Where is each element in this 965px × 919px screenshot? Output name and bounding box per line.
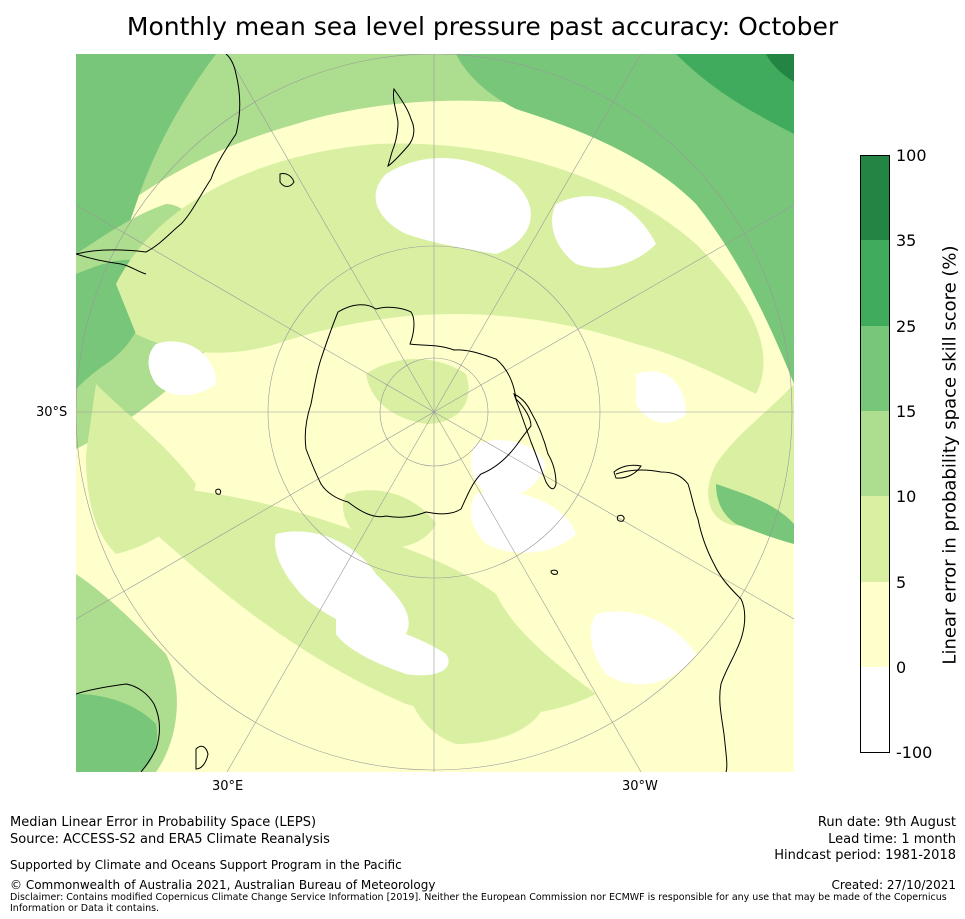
coast-australia-south [76,253,147,275]
negative-area-se [590,611,696,685]
coast-antarctica [304,304,532,518]
coast-tierra-del-fuego [613,464,642,479]
coast-new-zealand [387,87,415,168]
colorbar-tick-15: 15 [896,402,917,421]
colorbar-frame [860,155,890,753]
footer-created: Created: 27/10/2021 [831,878,956,892]
coast-falklands [616,514,625,522]
footer-hindcast: Hindcast period: 1981-2018 [774,848,956,863]
skill-area-se [716,484,794,544]
footer-run-date: Run date: 9th August [817,815,956,830]
colorbar-tick-5: 5 [896,573,907,592]
meridian-60 [226,54,435,413]
coast-africa [76,683,160,772]
lon-label-30e: 30°E [212,779,244,794]
colorbar-tick-0: 0 [896,658,907,677]
chart-title: Monthly mean sea level pressure past acc… [126,12,839,41]
polar-map [76,54,794,772]
coast-antarctic-peninsula [513,392,557,490]
meridian-300 [433,204,794,413]
colorbar-tick-35: 35 [896,231,917,250]
map-canvas [76,54,794,772]
negative-area-sw2 [336,614,449,676]
meridian-150 [226,411,435,772]
colorbar-tick-100: 100 [896,146,927,165]
meridian-120 [76,411,435,620]
negative-area-center-east [470,440,546,498]
colorbar-band-0-5 [860,582,890,667]
skill-area-ne [456,54,794,384]
footer-support: Supported by Climate and Oceans Support … [10,858,402,872]
skill-area-west-belt [86,384,196,554]
colorbar-tick-25: 25 [896,317,917,336]
negative-area-east [636,371,686,423]
coast-south-america [615,469,746,772]
skill-area-nw [76,54,216,344]
colorbar-band-25-35 [860,240,890,326]
colorbar [860,155,890,753]
negative-area-ne [552,196,656,268]
meridian-210 [433,411,642,772]
footer-disclaimer-2: Information or Data it contains. [10,903,160,914]
colorbar-band-10-15 [860,411,890,496]
skill-area-pacific [406,674,546,744]
lon-label-30w: 30°W [622,779,658,794]
coast-south-georgia [550,569,558,575]
lat-label-30s: 30°S [36,405,68,420]
skill-area-antarctic [366,359,469,424]
footer-lead-time: Lead time: 1 month [828,832,956,847]
coast-tasmania [279,173,295,187]
skill-area-sw-mid [76,694,157,772]
negative-area-south [470,491,576,553]
coast-kerguelen [215,488,222,495]
colorbar-label: Linear error in probability space skill … [939,245,961,665]
coast-australia [76,54,241,255]
skill-area-ne-dark [676,54,794,134]
footer-disclaimer-1: Disclaimer: Contains modified Copernicus… [10,892,947,903]
skill-area-antarctic-2 [342,490,436,548]
negative-area-west [148,341,216,396]
colorbar-band-15-25 [860,326,890,411]
footer-copyright: © Commonwealth of Australia 2021, Austra… [10,878,436,892]
coastlines [76,54,746,772]
skill-area-ne-darkest [766,54,794,82]
colorbar-tick-10: 10 [896,487,917,506]
footer-leps: Median Linear Error in Probability Space… [10,815,317,830]
colorbar-tick-neg100: -100 [896,743,933,762]
footer-source: Source: ACCESS-S2 and ERA5 Climate Reana… [10,832,330,847]
colorbar-band-5-10 [860,496,890,582]
meridian-330 [433,54,642,413]
negative-area-sw [275,531,409,635]
graticule [76,54,794,772]
meridian-30 [76,204,435,413]
colorbar-band-neg100-0 [860,667,890,753]
colorbar-band-35-100 [860,155,890,240]
coast-madagascar [195,745,209,770]
meridian-240 [433,411,794,620]
negative-area-north [375,157,531,254]
